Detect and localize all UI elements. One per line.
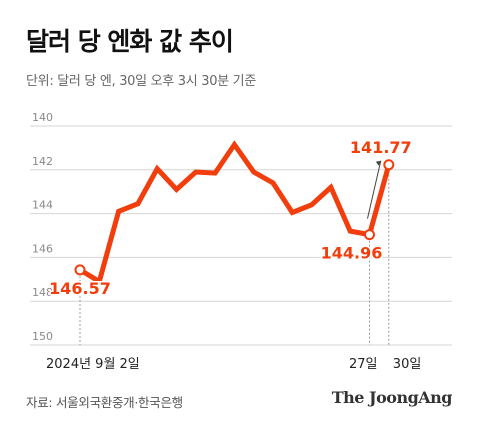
chart-title: 달러 당 엔화 값 추이	[26, 27, 234, 56]
x-axis-ticks: 2024년 9월 2일 27일 30일	[46, 357, 421, 372]
data-label: 141.77	[350, 138, 412, 157]
brand-logo: The JoongAng	[331, 388, 453, 407]
data-point	[383, 159, 395, 171]
chart-subtitle: 단위: 달러 당 엔, 30일 오후 3시 30분 기준	[26, 74, 257, 89]
data-label: 146.57	[49, 279, 111, 298]
series-line	[78, 140, 392, 286]
data-label: 144.96	[321, 244, 383, 263]
y-axis-ticks: 140 142 144 146 148 150	[32, 111, 53, 343]
data-point	[364, 229, 375, 241]
source-note: 자료: 서울외국환중개·한국은행	[26, 395, 183, 410]
x-tick-label: 27일	[349, 357, 378, 372]
y-tick-label: 144	[32, 199, 53, 212]
guide-lines	[79, 170, 390, 345]
grid-lines	[30, 125, 452, 346]
y-tick-label: 146	[32, 242, 53, 255]
data-point	[74, 264, 86, 276]
x-tick-label: 2024년 9월 2일	[46, 357, 140, 372]
trend-arrow	[367, 160, 382, 219]
trend-arrowhead	[375, 160, 381, 166]
y-tick-label: 148	[32, 286, 53, 299]
y-tick-label: 140	[32, 111, 53, 124]
y-tick-label: 150	[32, 330, 53, 343]
data-labels: 146.57 144.96 141.77	[48, 136, 414, 299]
series-layer	[74, 140, 395, 286]
y-tick-label: 142	[32, 155, 53, 168]
x-tick-label: 30일	[393, 357, 422, 372]
